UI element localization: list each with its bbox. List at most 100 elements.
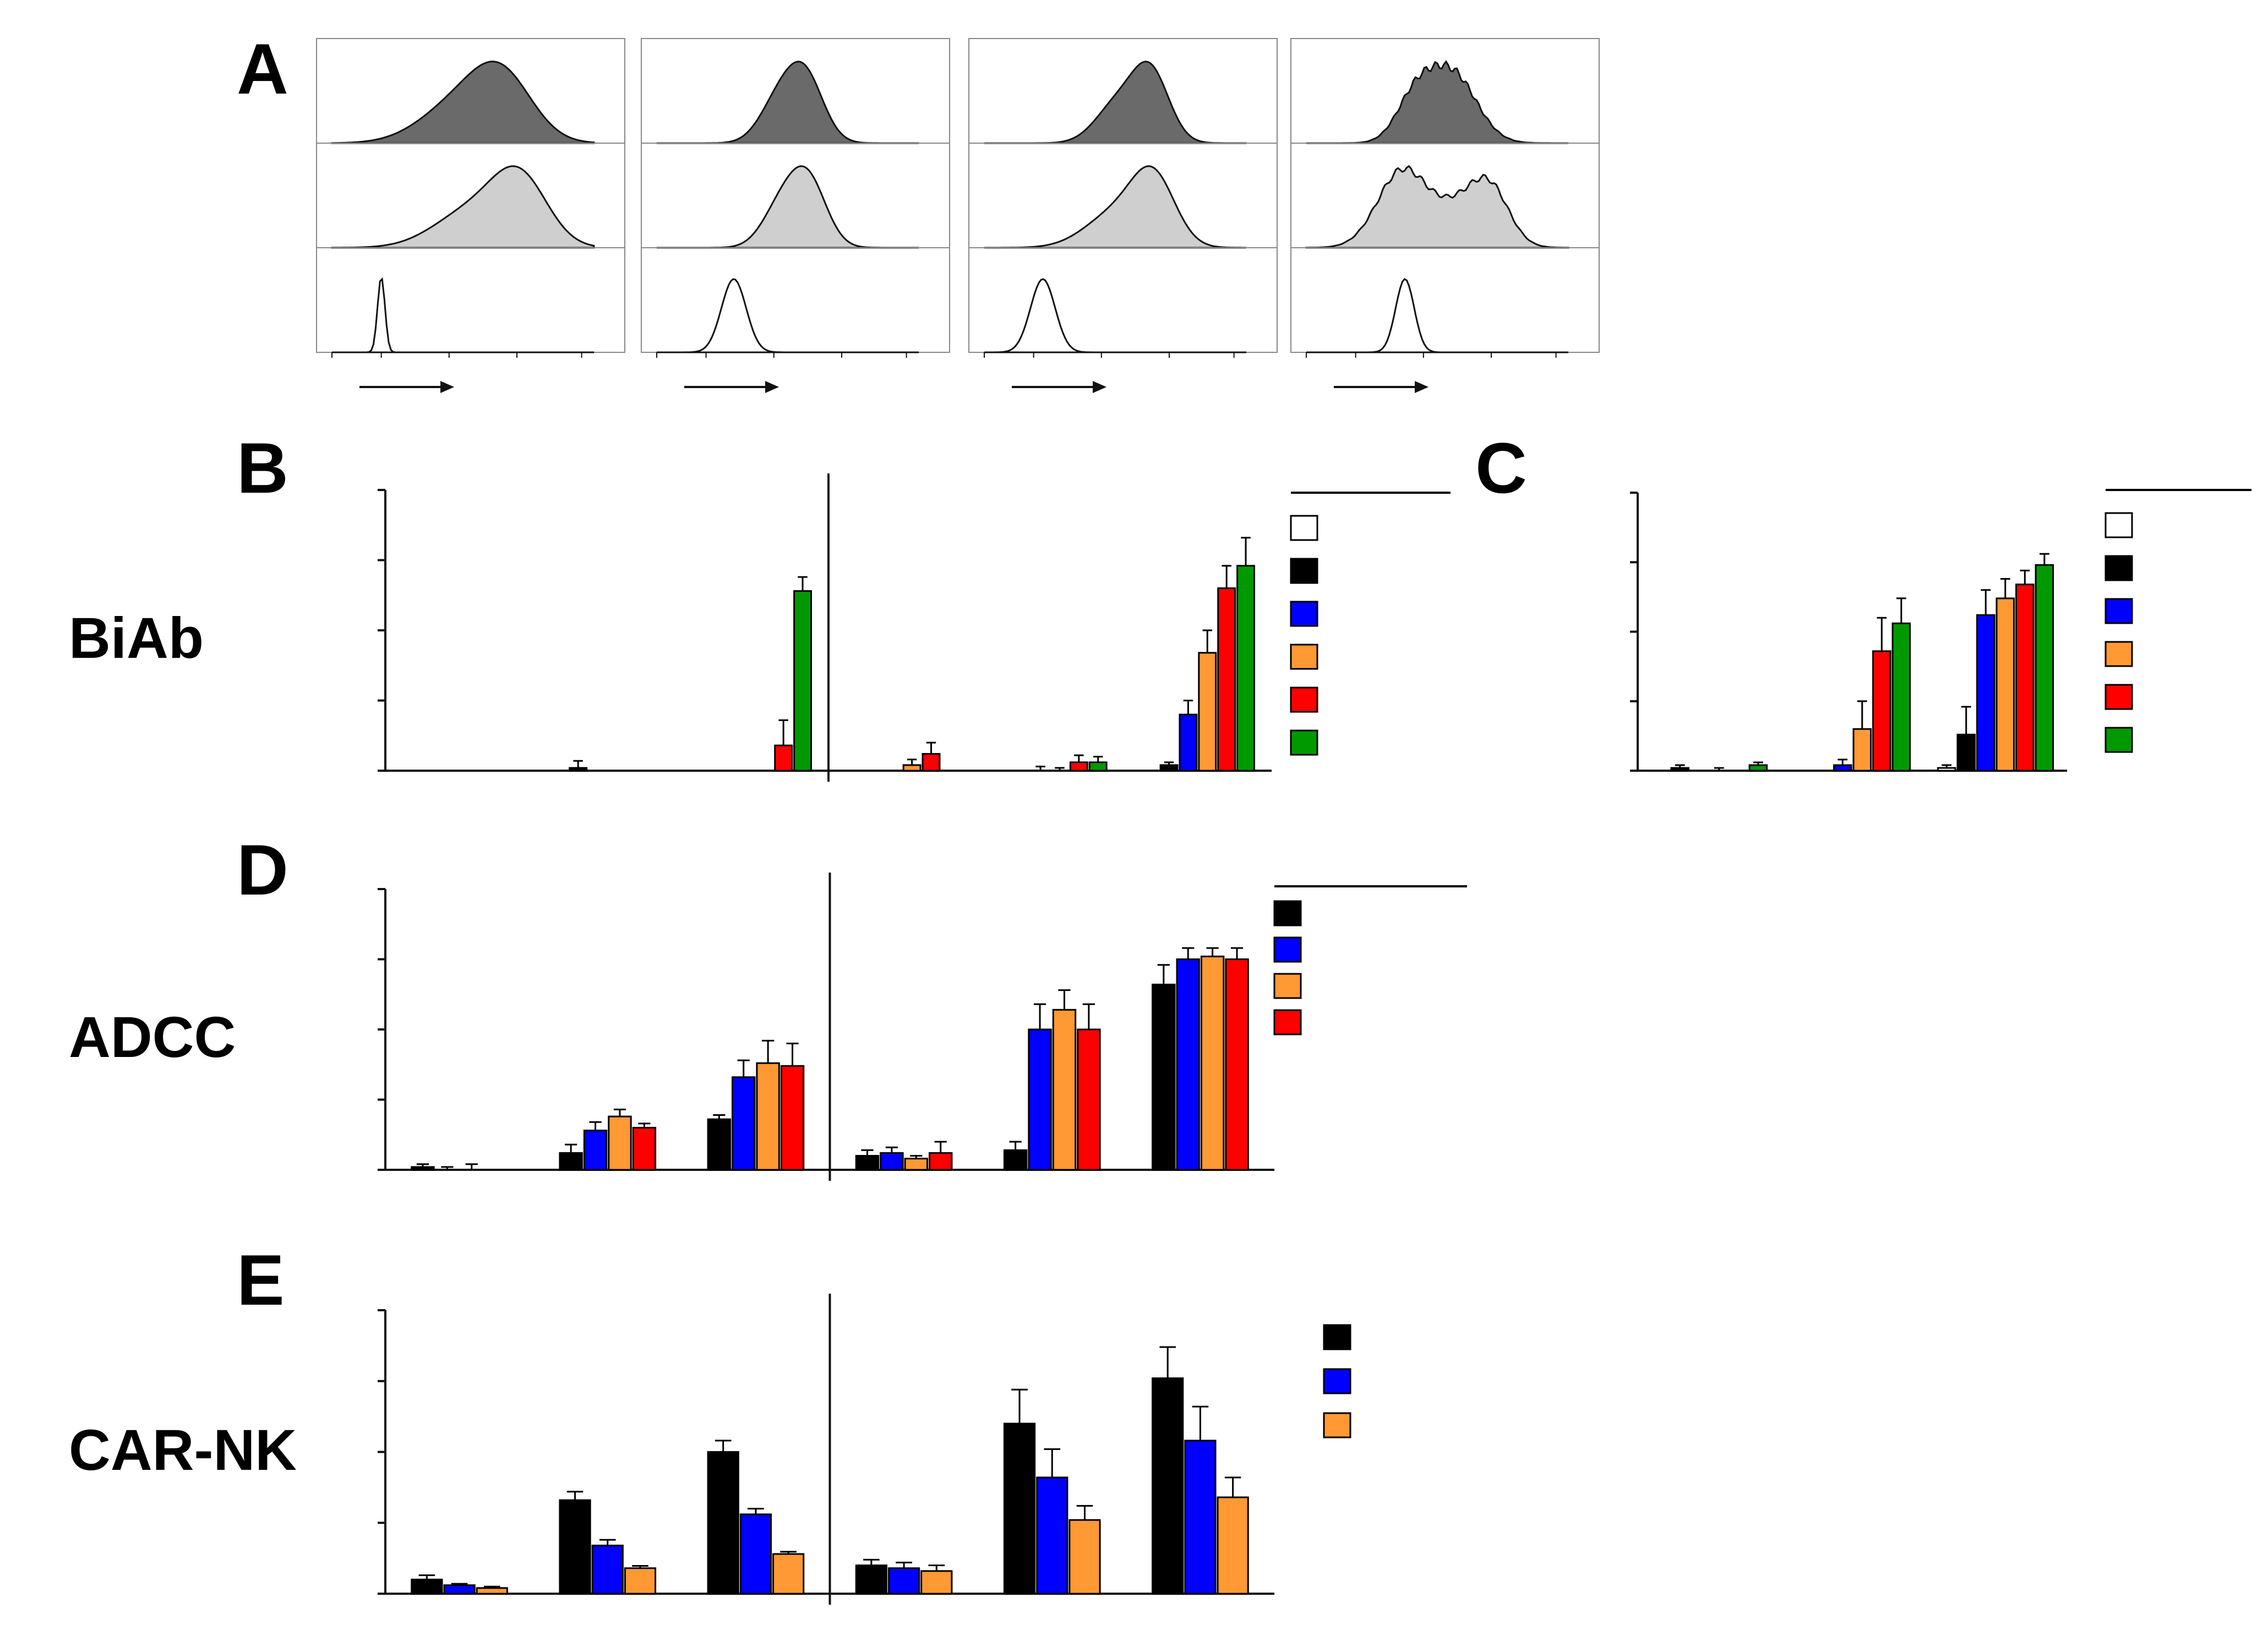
bar xyxy=(1077,1028,1101,1171)
bar xyxy=(772,1553,805,1595)
histogram-fl xyxy=(1305,165,1569,249)
bar xyxy=(739,1513,772,1595)
bar xyxy=(1217,587,1236,772)
panel-letter-b: B xyxy=(237,428,288,508)
legend-swatch xyxy=(1273,900,1302,926)
bar xyxy=(1976,614,1996,772)
bar xyxy=(1068,1519,1101,1595)
bar xyxy=(1748,764,1768,772)
bar xyxy=(922,753,941,772)
bar xyxy=(1200,955,1225,1171)
histogram-par xyxy=(1306,278,1568,353)
bar xyxy=(1956,733,1976,772)
legend-swatch xyxy=(1323,1368,1351,1394)
histogram-fl xyxy=(657,165,919,249)
panel-d-chart xyxy=(378,873,1467,1181)
bar xyxy=(411,1166,435,1171)
row-label-adcc: ADCC xyxy=(69,1005,236,1070)
bar xyxy=(1217,1496,1249,1595)
row-label-biab: BiAb xyxy=(69,606,204,671)
panel-a-histograms xyxy=(316,38,1600,393)
bar xyxy=(1036,1476,1068,1595)
bar xyxy=(608,1115,632,1171)
bar xyxy=(887,1567,920,1595)
bar xyxy=(1236,565,1255,772)
bar xyxy=(902,764,922,772)
histogram-par xyxy=(657,278,919,353)
x-axis-arrowhead xyxy=(440,381,454,393)
x-axis-arrowhead xyxy=(1415,381,1429,393)
bar xyxy=(855,1155,880,1171)
histogram-frame xyxy=(968,247,1278,353)
histogram-vset xyxy=(984,61,1246,144)
bar xyxy=(774,744,793,772)
bar xyxy=(904,1158,928,1171)
bar xyxy=(928,1152,953,1171)
bar xyxy=(1028,1028,1052,1171)
bar xyxy=(793,590,812,772)
bar xyxy=(732,1076,756,1171)
legend-swatch xyxy=(2105,555,2133,581)
panel-letter-d: D xyxy=(237,830,288,910)
bar xyxy=(1052,1009,1077,1171)
histogram-par xyxy=(984,278,1246,353)
legend-swatch xyxy=(1290,515,1318,541)
bar xyxy=(1152,983,1176,1171)
bar xyxy=(591,1544,624,1595)
histogram-frame xyxy=(641,247,950,353)
legend-swatch xyxy=(1323,1412,1351,1438)
bar xyxy=(855,1565,887,1595)
panel-letter-a: A xyxy=(237,29,288,109)
panel-b-chart xyxy=(378,473,1451,782)
histogram-par xyxy=(332,277,594,353)
legend-swatch xyxy=(1323,1324,1351,1350)
bar xyxy=(880,1152,904,1171)
bar xyxy=(1159,764,1179,772)
legend-swatch xyxy=(1290,558,1318,584)
bar xyxy=(1872,650,1891,772)
bar xyxy=(632,1127,657,1171)
histogram-vset xyxy=(657,61,919,144)
legend-swatch xyxy=(2105,727,2133,753)
bar xyxy=(476,1587,508,1595)
x-axis-arrowhead xyxy=(1093,381,1106,393)
histogram-vset xyxy=(331,61,595,144)
bar xyxy=(443,1584,476,1595)
bar xyxy=(583,1130,608,1171)
bar xyxy=(780,1065,805,1171)
bar xyxy=(559,1152,583,1171)
bar xyxy=(1088,761,1108,772)
bar xyxy=(1176,958,1200,1171)
panel-letter-e: E xyxy=(237,1240,285,1320)
legend-swatch xyxy=(2105,641,2133,667)
bar xyxy=(1833,764,1852,772)
row-label-carnk: CAR-NK xyxy=(69,1418,297,1483)
legend-swatch xyxy=(1290,729,1318,756)
bar xyxy=(707,1118,732,1171)
bar xyxy=(1184,1440,1217,1595)
bar xyxy=(411,1578,443,1595)
bar xyxy=(1225,958,1249,1171)
histogram-frame xyxy=(1290,247,1600,353)
bar xyxy=(2015,584,2035,772)
legend-swatch xyxy=(2105,512,2133,538)
legend-swatch xyxy=(1273,936,1302,963)
bar xyxy=(569,767,588,772)
legend-swatch xyxy=(1273,973,1302,999)
legend-swatch xyxy=(1290,644,1318,670)
bar xyxy=(1891,622,1911,772)
bar xyxy=(1670,767,1689,772)
x-axis-arrowhead xyxy=(765,381,779,393)
bar xyxy=(920,1570,953,1595)
legend-swatch xyxy=(2105,684,2133,710)
legend-swatch xyxy=(2105,598,2133,624)
bar xyxy=(1003,1149,1028,1171)
bar xyxy=(1198,652,1217,772)
bar xyxy=(1996,597,2015,772)
bar xyxy=(559,1499,591,1595)
legend-swatch xyxy=(1273,1009,1302,1035)
bar xyxy=(624,1567,657,1595)
histogram-fl xyxy=(984,165,1246,249)
bar xyxy=(1003,1422,1036,1595)
